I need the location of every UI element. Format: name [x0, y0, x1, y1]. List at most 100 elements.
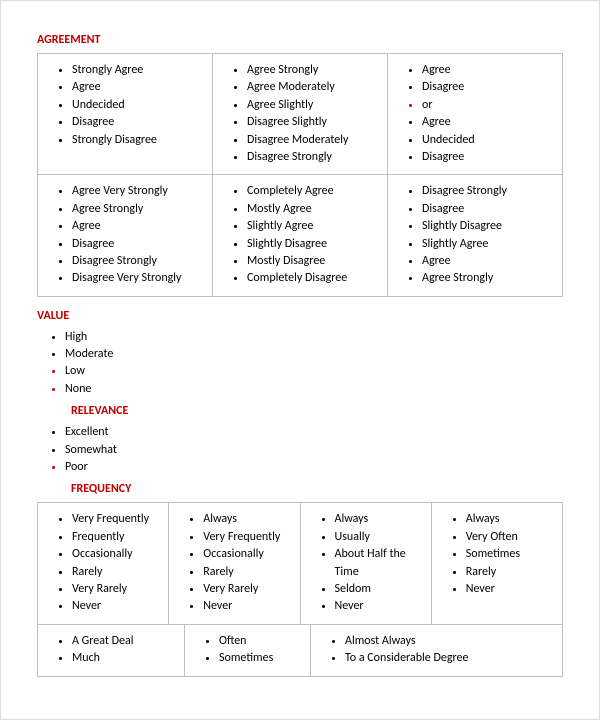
list-item: Disagree Strongly [422, 183, 556, 200]
list: Strongly AgreeAgreeUndecidedDisagreeStro… [44, 62, 206, 149]
list: AlwaysVery OftenSometimesRarelyNever [438, 511, 556, 598]
list-item: Seldom [335, 581, 425, 598]
list-item: Agree [422, 114, 556, 131]
list-item: Almost Always [345, 633, 556, 650]
agreement-cell: Completely AgreeMostly AgreeSlightly Agr… [213, 175, 388, 296]
list: OftenSometimes [191, 633, 304, 668]
list-item: Agree Slightly [247, 97, 381, 114]
heading-relevance: RELEVANCE [71, 404, 563, 418]
list-item: Agree Very Strongly [72, 183, 206, 200]
list: Very FrequentlyFrequentlyOccasionallyRar… [44, 511, 162, 615]
list: AgreeDisagreeorAgreeUndecidedDisagree [394, 62, 556, 166]
list-item: Agree [422, 253, 556, 270]
frequency-cell: AlwaysUsuallyAbout Half the TimeSeldomNe… [300, 503, 431, 624]
list-item: Rarely [466, 564, 556, 581]
list-item: Usually [335, 529, 425, 546]
agreement-table: Strongly AgreeAgreeUndecidedDisagreeStro… [37, 53, 563, 297]
heading-frequency: FREQUENCY [71, 482, 563, 496]
list-item: None [65, 381, 563, 398]
list-item: Sometimes [466, 546, 556, 563]
frequency-cell: AlwaysVery OftenSometimesRarelyNever [431, 503, 562, 624]
list-item: Very Rarely [203, 581, 293, 598]
list-item: Never [466, 581, 556, 598]
list: Disagree StronglyDisagreeSlightly Disagr… [394, 183, 556, 287]
list-item: Disagree [422, 149, 556, 166]
list-item: or [422, 97, 556, 114]
list-item: Slightly Disagree [247, 236, 381, 253]
list-item: Disagree [72, 236, 206, 253]
list: Almost AlwaysTo a Considerable Degree [317, 633, 556, 668]
list-item: Agree [72, 218, 206, 235]
list-item: Moderate [65, 346, 563, 363]
list-item: Sometimes [219, 650, 304, 667]
list-item: Disagree [422, 79, 556, 96]
list-item: Undecided [422, 132, 556, 149]
list-item: Very Often [466, 529, 556, 546]
list-item: Very Rarely [72, 581, 162, 598]
list-item: Agree Strongly [422, 270, 556, 287]
frequency-cell: AlwaysVery FrequentlyOccasionallyRarelyV… [169, 503, 300, 624]
list-item: Mostly Agree [247, 201, 381, 218]
frequency-cell: A Great DealMuch [38, 625, 185, 676]
frequency-table-1: Very FrequentlyFrequentlyOccasionallyRar… [37, 502, 563, 624]
relevance-list: ExcellentSomewhatPoor [37, 424, 563, 476]
list-item: Occasionally [72, 546, 162, 563]
agreement-cell: Agree StronglyAgree ModeratelyAgree Slig… [213, 54, 388, 175]
list: Agree StronglyAgree ModeratelyAgree Slig… [219, 62, 381, 166]
list-item: About Half the Time [335, 546, 425, 581]
heading-agreement: AGREEMENT [37, 33, 563, 47]
agreement-cell: AgreeDisagreeorAgreeUndecidedDisagree [388, 54, 563, 175]
list: AlwaysUsuallyAbout Half the TimeSeldomNe… [307, 511, 425, 615]
list-item: Disagree Strongly [72, 253, 206, 270]
list-item: High [65, 329, 563, 346]
frequency-cell: Almost AlwaysTo a Considerable Degree [311, 625, 563, 676]
frequency-cell: Very FrequentlyFrequentlyOccasionallyRar… [38, 503, 169, 624]
list-item: Always [466, 511, 556, 528]
list-item: Slightly Agree [247, 218, 381, 235]
list-item: Disagree Very Strongly [72, 270, 206, 287]
list-item: Somewhat [65, 442, 563, 459]
list-item: Completely Disagree [247, 270, 381, 287]
list-item: Slightly Disagree [422, 218, 556, 235]
list-item: Agree [422, 62, 556, 79]
agreement-cell: Strongly AgreeAgreeUndecidedDisagreeStro… [38, 54, 213, 175]
list-item: Mostly Disagree [247, 253, 381, 270]
list-item: Agree Moderately [247, 79, 381, 96]
list-item: Always [203, 511, 293, 528]
frequency-table-2: A Great DealMuch OftenSometimes Almost A… [37, 625, 563, 677]
list-item: Undecided [72, 97, 206, 114]
list-item: Disagree Strongly [247, 149, 381, 166]
list: Completely AgreeMostly AgreeSlightly Agr… [219, 183, 381, 287]
list-item: Rarely [72, 564, 162, 581]
list-item: Never [203, 598, 293, 615]
list: A Great DealMuch [44, 633, 178, 668]
value-list: HighModerateLowNone [37, 329, 563, 399]
list-item: Agree [72, 79, 206, 96]
list-item: Excellent [65, 424, 563, 441]
heading-value: VALUE [37, 309, 563, 323]
list-item: Disagree [72, 114, 206, 131]
list-item: Completely Agree [247, 183, 381, 200]
list: AlwaysVery FrequentlyOccasionallyRarelyV… [175, 511, 293, 615]
list-item: Frequently [72, 529, 162, 546]
list-item: Occasionally [203, 546, 293, 563]
list-item: Always [335, 511, 425, 528]
frequency-cell: OftenSometimes [185, 625, 311, 676]
list-item: Disagree [422, 201, 556, 218]
list-item: Strongly Agree [72, 62, 206, 79]
list-item: Agree Strongly [72, 201, 206, 218]
list-item: Very Frequently [203, 529, 293, 546]
list-item: Very Frequently [72, 511, 162, 528]
list-item: Low [65, 363, 563, 380]
list-item: Agree Strongly [247, 62, 381, 79]
list-item: Disagree Slightly [247, 114, 381, 131]
list-item: Slightly Agree [422, 236, 556, 253]
list-item: To a Considerable Degree [345, 650, 556, 667]
list-item: Much [72, 650, 178, 667]
list-item: Never [72, 598, 162, 615]
list-item: A Great Deal [72, 633, 178, 650]
list: Agree Very StronglyAgree StronglyAgreeDi… [44, 183, 206, 287]
list-item: Never [335, 598, 425, 615]
agreement-cell: Disagree StronglyDisagreeSlightly Disagr… [388, 175, 563, 296]
list-item: Strongly Disagree [72, 132, 206, 149]
